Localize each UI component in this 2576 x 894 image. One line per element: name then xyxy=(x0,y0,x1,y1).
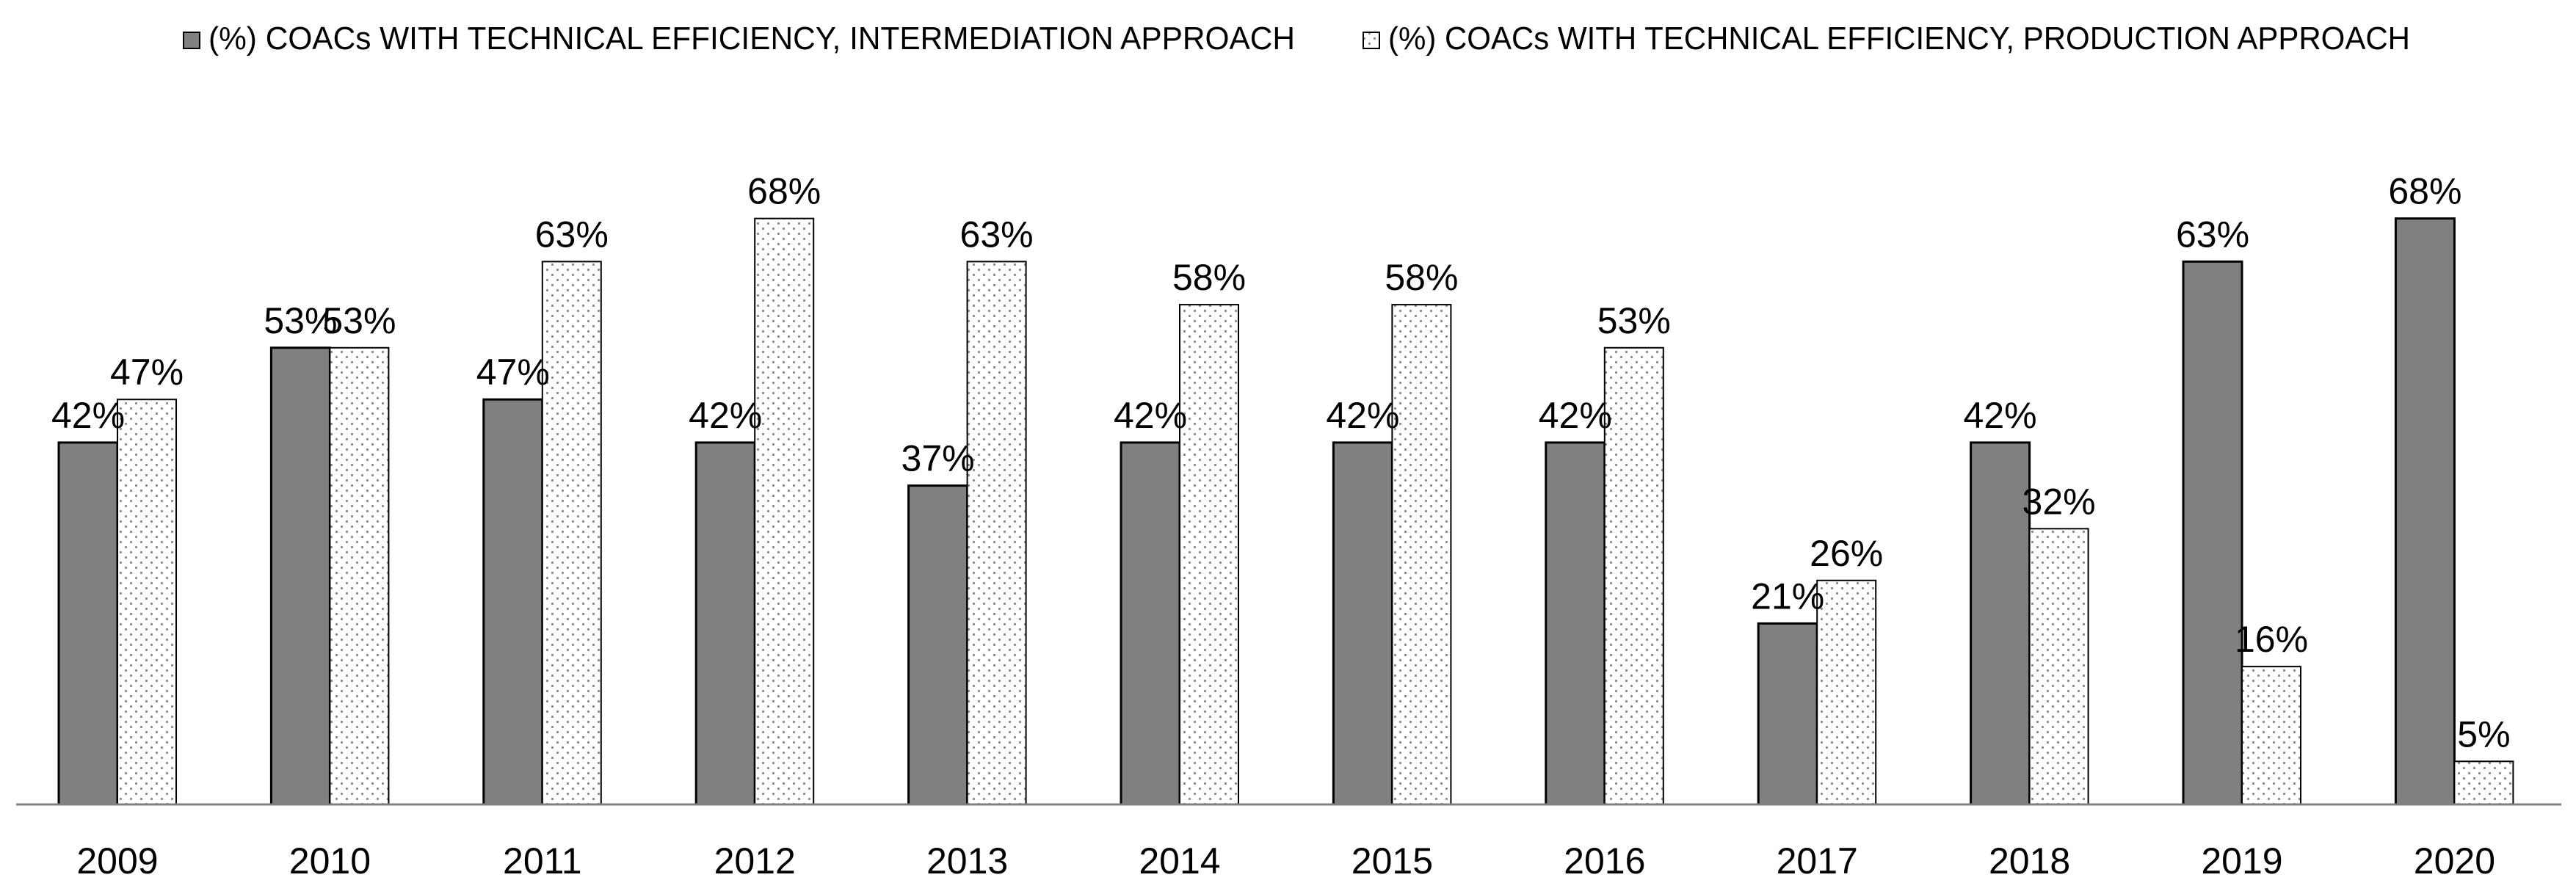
x-tick-label-2016: 2016 xyxy=(1564,840,1645,882)
bar-production-2013 xyxy=(966,261,1027,805)
value-label-production-2016: 53% xyxy=(1597,300,1671,341)
bar-intermediation-2011 xyxy=(482,398,544,806)
bar-intermediation-2018 xyxy=(1970,441,2031,806)
bar-intermediation-2009 xyxy=(57,441,119,806)
value-label-intermediation-2019: 63% xyxy=(2176,214,2249,255)
bar-intermediation-2013 xyxy=(907,484,969,806)
value-labels: 42%47%53%53%47%63%42%68%37%63%42%58%42%5… xyxy=(51,171,2511,755)
value-label-production-2014: 58% xyxy=(1172,257,1246,298)
legend: (%) COACs WITH TECHNICAL EFFICIENCY, INT… xyxy=(183,21,2410,57)
bar-intermediation-2014 xyxy=(1120,441,1181,806)
value-label-production-2015: 58% xyxy=(1385,257,1458,298)
value-label-intermediation-2020: 68% xyxy=(2388,171,2461,212)
value-label-production-2017: 26% xyxy=(1810,533,1883,574)
bar-intermediation-2010 xyxy=(269,346,331,806)
bar-intermediation-2019 xyxy=(2182,260,2243,806)
x-tick-label-2012: 2012 xyxy=(714,840,796,882)
bar-production-2014 xyxy=(1179,304,1239,805)
value-label-production-2011: 63% xyxy=(535,214,609,255)
bar-production-2020 xyxy=(2453,760,2514,806)
legend-label-intermediation: (%) COACs WITH TECHNICAL EFFICIENCY, INT… xyxy=(208,21,1295,57)
value-label-intermediation-2010: 53% xyxy=(264,300,337,341)
value-label-intermediation-2011: 47% xyxy=(476,352,550,393)
bar-production-2009 xyxy=(117,399,177,805)
value-label-production-2010: 53% xyxy=(322,300,396,341)
value-label-intermediation-2009: 42% xyxy=(51,395,125,436)
value-label-intermediation-2012: 42% xyxy=(689,395,762,436)
x-tick-label-2013: 2013 xyxy=(926,840,1008,882)
value-label-production-2020: 5% xyxy=(2457,713,2510,755)
value-label-production-2019: 16% xyxy=(2235,619,2308,660)
value-label-intermediation-2015: 42% xyxy=(1326,395,1399,436)
bar-production-2010 xyxy=(329,346,390,805)
legend-swatch-production xyxy=(1363,32,1380,49)
value-label-intermediation-2018: 42% xyxy=(1964,395,2037,436)
value-label-production-2013: 63% xyxy=(960,214,1034,255)
bar-intermediation-2012 xyxy=(694,441,756,806)
x-tick-label-2020: 2020 xyxy=(2414,840,2495,882)
x-tick-label-2015: 2015 xyxy=(1352,840,1433,882)
bar-production-2018 xyxy=(2028,528,2089,805)
legend-label-production: (%) COACs WITH TECHNICAL EFFICIENCY, PRO… xyxy=(1388,21,2410,57)
x-tick-label-2010: 2010 xyxy=(289,840,371,882)
value-label-intermediation-2017: 21% xyxy=(1751,575,1824,617)
value-label-production-2012: 68% xyxy=(747,171,821,212)
bar-production-2011 xyxy=(541,261,602,805)
bar-intermediation-2015 xyxy=(1332,441,1393,806)
x-axis-tick-labels: 2009 2010 2011 2012 2013 2014 2015 2016 2017 2018… xyxy=(76,840,2495,882)
x-tick-label-2011: 2011 xyxy=(503,840,582,882)
bar-production-2016 xyxy=(1603,346,1664,805)
bar-intermediation-2016 xyxy=(1545,441,1606,806)
value-label-production-2009: 47% xyxy=(110,352,184,393)
bar-intermediation-2020 xyxy=(2394,217,2456,806)
value-label-intermediation-2016: 42% xyxy=(1539,395,1612,436)
bar-production-2019 xyxy=(2241,666,2301,805)
x-tick-label-2009: 2009 xyxy=(76,840,158,882)
x-tick-label-2018: 2018 xyxy=(1989,840,2070,882)
bars xyxy=(57,217,2514,806)
value-label-production-2018: 32% xyxy=(2022,481,2096,522)
x-tick-label-2017: 2017 xyxy=(1777,840,1858,882)
value-label-intermediation-2014: 42% xyxy=(1114,395,1187,436)
value-label-intermediation-2013: 37% xyxy=(901,438,975,479)
bar-intermediation-2017 xyxy=(1757,622,1818,806)
legend-swatch-intermediation xyxy=(183,32,200,49)
x-tick-label-2014: 2014 xyxy=(1139,840,1220,882)
bar-production-2012 xyxy=(754,217,815,805)
bar-production-2017 xyxy=(1816,579,1877,805)
bar-production-2015 xyxy=(1391,304,1452,805)
x-tick-label-2019: 2019 xyxy=(2201,840,2282,882)
